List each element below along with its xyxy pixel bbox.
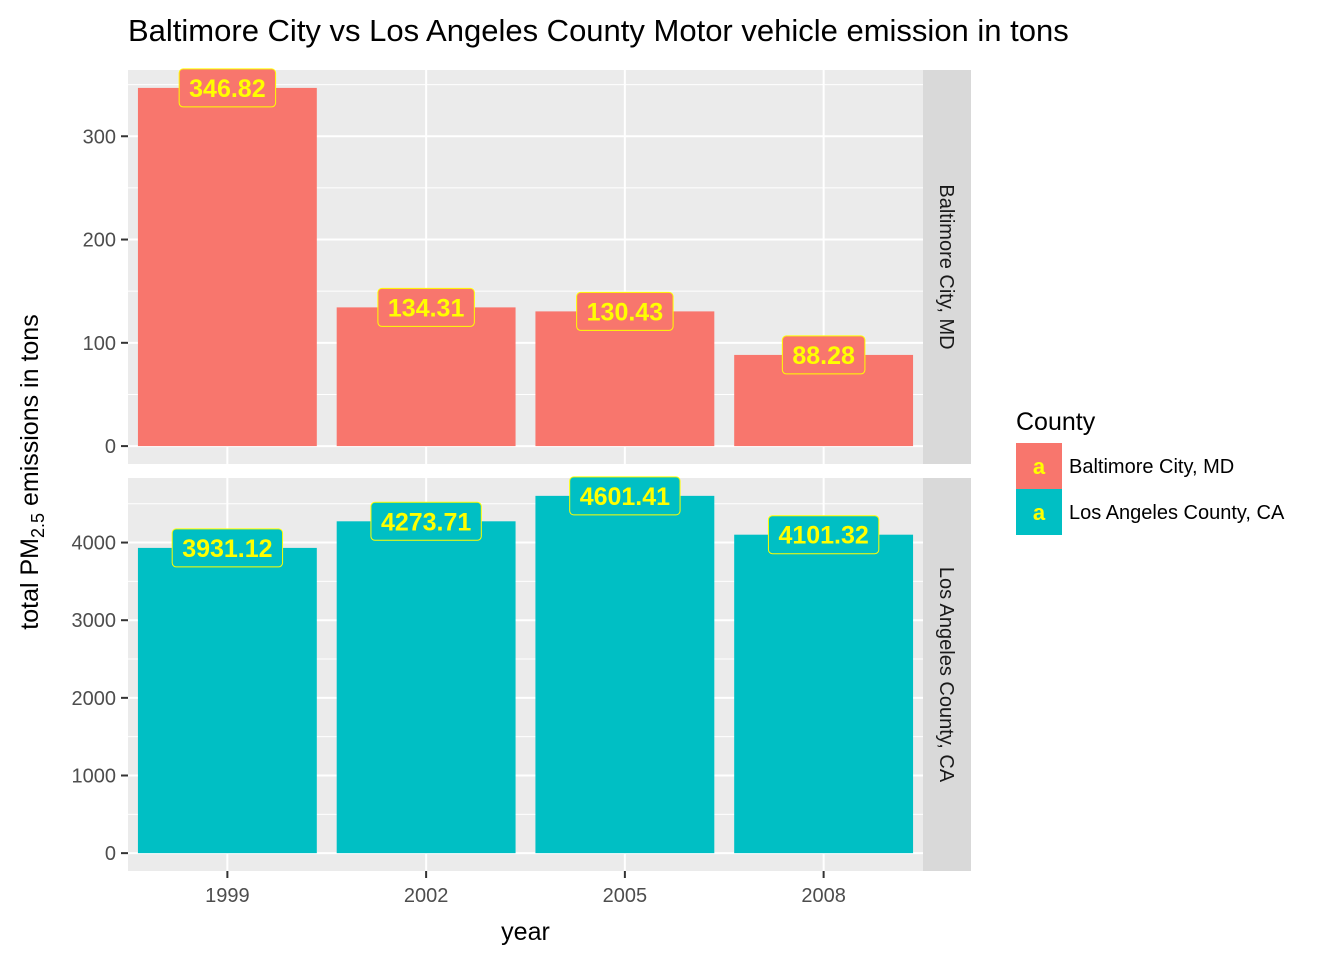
legend-label: Los Angeles County, CA (1069, 502, 1285, 524)
legend-key (1016, 489, 1062, 535)
x-tick-label: 2005 (603, 885, 648, 907)
legend-item: a Baltimore City, MD (1016, 443, 1234, 489)
y-tick-label: 100 (83, 333, 116, 355)
data-label: 134.31 (377, 287, 475, 327)
data-label-text: 130.43 (587, 298, 663, 326)
legend-key-glyph: a (1033, 454, 1046, 479)
data-label-text: 4273.71 (381, 508, 471, 536)
data-label: 4601.41 (569, 476, 681, 516)
data-label-box (171, 528, 284, 568)
y-axis-title: total PM2.5 emissions in tons (16, 314, 48, 629)
y-tick-label: 0 (105, 436, 116, 458)
legend-key-glyph: a (1033, 500, 1046, 525)
data-label-text: 4601.41 (580, 483, 670, 511)
legend-label: Baltimore City, MD (1069, 456, 1234, 478)
data-label-text: 4101.32 (778, 522, 868, 550)
bar (535, 311, 715, 447)
data-label: 4273.71 (370, 501, 482, 541)
y-tick-label: 2000 (72, 688, 117, 710)
legend-title: County (1016, 408, 1096, 436)
bar (137, 87, 317, 447)
data-label-box (377, 287, 475, 327)
bar (336, 307, 516, 447)
y-axis-title-suffix: emissions in tons (16, 314, 44, 513)
facet-panels: 0 100 200 300 346.82 134.31 130.43 88.28 Baltimo… (72, 68, 971, 907)
data-label-box (178, 68, 277, 108)
data-label-box (767, 515, 880, 555)
chart-title: Baltimore City vs Los Angeles County Mot… (128, 13, 1069, 48)
data-label: 4101.32 (767, 515, 880, 555)
data-label: 346.82 (178, 68, 277, 108)
legend-item: a Los Angeles County, CA (1016, 489, 1285, 535)
data-label: 3931.12 (171, 528, 284, 568)
facet-strip (923, 70, 971, 464)
data-label-text: 134.31 (388, 294, 465, 322)
data-label-text: 346.82 (189, 75, 265, 103)
data-label: 130.43 (576, 291, 674, 331)
y-tick-label: 200 (83, 230, 116, 252)
x-tick-label: 1999 (205, 885, 250, 907)
y-tick-label: 3000 (72, 610, 117, 632)
data-label-box (781, 335, 866, 375)
y-axis-title-subscript: 2.5 (28, 513, 48, 538)
legend-key (1016, 443, 1062, 489)
facet-panel: 0 100 200 300 346.82 134.31 130.43 88.28 Baltimo… (83, 68, 971, 464)
facet-panel: 0 1000 2000 3000 4000 3931.12 4273.71 4601.41 41… (72, 476, 971, 907)
y-tick-label: 300 (83, 126, 116, 148)
y-tick-label: 0 (105, 843, 116, 865)
facet-strip (923, 478, 971, 871)
x-axis-title: year (501, 918, 550, 946)
data-label: 88.28 (781, 335, 866, 375)
legend: County a Baltimore City, MD a Los Angeles C… (1016, 408, 1285, 535)
legend-items: a Baltimore City, MD a Los Angeles County, … (1016, 443, 1285, 535)
y-tick-label: 1000 (72, 765, 117, 787)
facet-strip-label: Baltimore City, MD (935, 184, 957, 349)
bar (535, 495, 715, 854)
data-label-text: 3931.12 (182, 535, 272, 563)
data-label-box (370, 501, 482, 541)
bar (137, 547, 317, 854)
x-tick-label: 2002 (404, 885, 449, 907)
bar (734, 534, 914, 854)
data-label-text: 88.28 (792, 342, 855, 370)
data-label-box (569, 476, 681, 516)
y-tick-label: 4000 (72, 533, 117, 555)
x-tick-label: 2008 (801, 885, 846, 907)
y-axis-title-prefix: total PM (16, 538, 44, 630)
data-label-box (576, 291, 674, 331)
facet-strip-label: Los Angeles County, CA (935, 567, 957, 783)
bar (336, 521, 516, 854)
